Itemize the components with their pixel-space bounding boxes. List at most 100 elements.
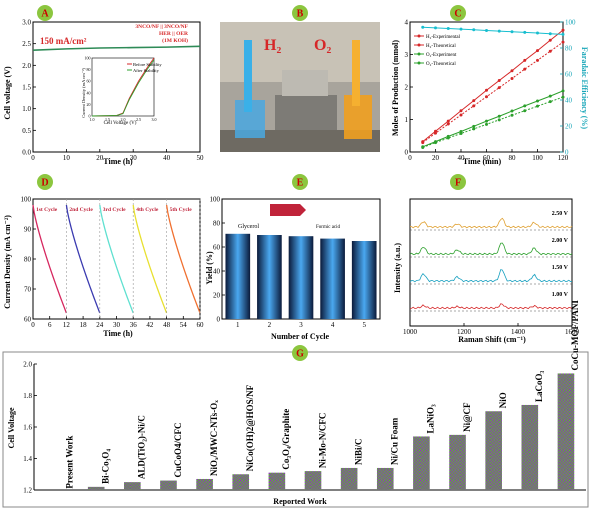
panel-c-point [472, 127, 476, 131]
panel-a-letter: A [41, 9, 49, 20]
panel-c-xtick-label: 0 [408, 154, 412, 162]
panel-c-legend-marker [417, 61, 421, 65]
panel-e-arrow-icon [270, 204, 306, 216]
panel-c-point [510, 77, 514, 81]
panel-d-cycle-line [99, 204, 134, 314]
panel-g-bar [449, 434, 466, 490]
panel-d-cycle-line [165, 204, 201, 314]
panel-e-ytick-label: 0 [217, 316, 221, 324]
panel-d-xtick-label: 36 [130, 321, 138, 329]
panel-c-point [510, 30, 514, 34]
panel-e-xlabel: Number of Cycle [271, 332, 330, 341]
panel-e-bar [225, 233, 251, 319]
panel-a-legend-1: 3NCO/NF || 3NCO/NF [135, 24, 188, 30]
panel-c-series-line [422, 26, 564, 35]
panel-g-category-label: LaNiO₃ [426, 404, 436, 434]
panel-g-bar [160, 480, 177, 490]
panel-a: A 0 10 20 30 40 50 0.0 0.5 1.0 1.5 2.0 2.5 3.0 150 m… [3, 5, 204, 166]
panel-c-point [561, 32, 565, 36]
panel-c-point [485, 122, 488, 126]
panel-c-xtick-label: 80 [509, 154, 517, 162]
panel-b-tube-left [244, 40, 252, 112]
panel-d-xtick-label: 0 [31, 321, 35, 329]
panel-c-letter: C [454, 9, 461, 20]
panel-a-inset-ytick-label: 40 [87, 90, 91, 95]
panel-e-ytick-label: 60 [213, 244, 221, 252]
panel-e-ytick-label: 100 [210, 196, 221, 204]
panel-c-point [497, 118, 501, 122]
panel-c-point [446, 27, 450, 30]
panel-d-cycle-label: 5th Cycle [170, 207, 193, 213]
panel-g-category-label: Ni@CF [462, 402, 472, 432]
panel-c-ytick-label: 0 [405, 149, 409, 157]
panel-c-y2tick-label: 40 [565, 97, 573, 105]
panel-c-point [421, 141, 425, 145]
panel-c-point [536, 31, 539, 35]
panel-a-legend-3: (1M KOH) [162, 37, 188, 44]
panel-d-xtick-label: 6 [48, 321, 52, 329]
panel-e-ylabel: Yield (%) [205, 251, 214, 285]
panel-g-bar [485, 411, 502, 490]
panel-c-y2tick-label: 100 [565, 19, 576, 27]
panel-a-annotation: 150 mA/cm² [40, 36, 87, 46]
panel-e-ytick-label: 20 [213, 292, 221, 300]
panel-a-inset-ylabel: Current Density (mA cm⁻²) [81, 68, 86, 118]
panel-d-plot: 0 6 12 18 24 30 36 42 48 54 60 60 70 80 90 100 1st Cycle… [21, 196, 205, 330]
panel-c-y2label: Faradaic Efficiency (%) [580, 47, 589, 130]
panel-a-xtick-label: 20 [96, 154, 104, 162]
panel-d-frame [32, 198, 201, 320]
panel-c-point [421, 25, 425, 29]
panel-g-ylabel: Cell Voltage [7, 407, 16, 449]
panel-e-bar [351, 241, 377, 319]
panel-c-point [459, 131, 463, 135]
panel-d-ytick-label: 90 [24, 226, 32, 234]
panel-c-point [497, 29, 501, 33]
panel-g-category-label: NiOₓ/MWC-NTs-Oₓ [209, 400, 219, 476]
panel-g-bar [232, 474, 250, 490]
panel-b-tube-right [352, 40, 360, 106]
panel-g-ytick-label: 1.4 [23, 455, 32, 463]
panel-c-xtick-label: 60 [483, 154, 491, 162]
panel-b-stage [275, 95, 337, 130]
panel-a-ytick-label: 1.0 [22, 105, 31, 113]
panel-a-xtick-label: 30 [130, 154, 138, 162]
panel-c-point [434, 141, 437, 145]
panel-g-bar [557, 373, 575, 490]
panel-e-ytick-label: 40 [213, 268, 221, 276]
panel-g-category-label: NiO [498, 392, 508, 408]
panel-f: F 1000 1200 1400 1600 2.50 V 2.00 V 1.50 V 1.00… [393, 174, 580, 344]
panel-c-point [510, 109, 514, 113]
panel-c-point [523, 109, 527, 113]
panel-c-series-line [422, 90, 564, 148]
panel-c-point [510, 113, 514, 117]
panel-c-point [548, 100, 552, 104]
panel-d-xtick-label: 30 [113, 321, 121, 329]
panel-c-legend-label: H₂-Theoretical [426, 44, 456, 49]
panel-g-ytick-label: 2.0 [23, 361, 32, 369]
panel-e-xtick-label: 2 [268, 321, 272, 329]
panel-c-point [485, 119, 488, 123]
panel-c-point [536, 49, 539, 53]
panel-c-ytick-label: 1 [405, 116, 409, 124]
panel-a-ytick-label: 0.5 [22, 127, 31, 135]
panel-g-category-label: ALD(TiO₂)-Ni/C [137, 415, 147, 479]
panel-c-point [548, 49, 552, 53]
panel-d-cycle-line [132, 204, 168, 314]
panel-a-inset-frame [91, 57, 155, 117]
panel-c-point [472, 28, 476, 32]
panel-c-point [472, 124, 476, 128]
panel-e-bar [320, 238, 345, 319]
panel-a-xtick-label: 40 [163, 154, 171, 162]
panel-e-xtick-label: 3 [299, 321, 303, 329]
panel-c-point [523, 58, 527, 62]
panel-c-ytick-label: 3 [405, 51, 409, 59]
panel-f-trace [409, 217, 573, 229]
panel-c-point [434, 26, 437, 30]
panel-a-inset-xtick-label: 2.0 [121, 117, 126, 122]
panel-e-ytick-label: 80 [213, 220, 221, 228]
panel-d-badge [37, 174, 53, 190]
panel-a-inset-xtick-label: 3.0 [152, 117, 157, 122]
panel-c-legend-marker [417, 34, 421, 38]
panel-d: D 0 6 12 18 24 30 36 42 48 54 60 60 70 80 90 100 1st Cyc… [3, 174, 204, 338]
panel-c-point [446, 122, 450, 126]
